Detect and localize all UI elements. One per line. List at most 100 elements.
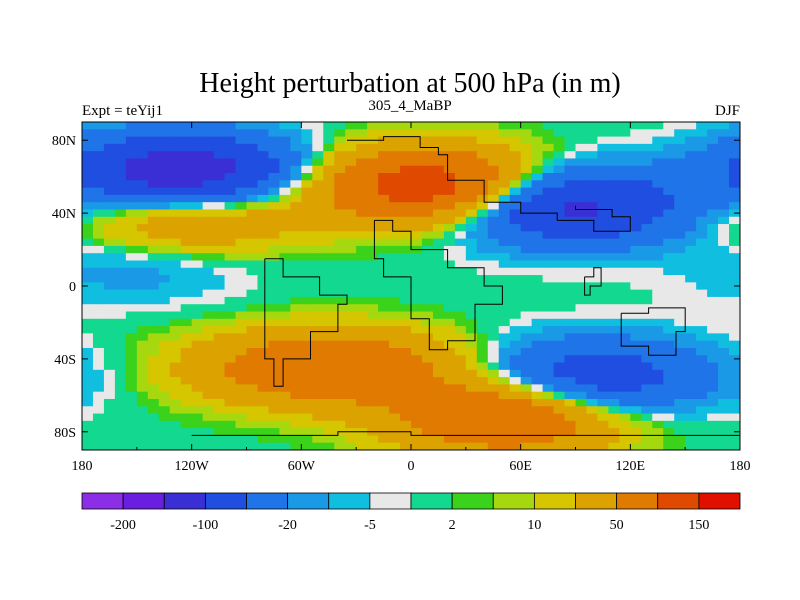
field-cell	[125, 260, 138, 269]
field-cell	[696, 275, 708, 283]
field-cell	[114, 398, 127, 407]
field-cell	[520, 253, 533, 262]
field-cell	[345, 129, 357, 138]
field-cell	[509, 369, 522, 378]
field-cell	[663, 216, 675, 225]
field-cell	[476, 231, 489, 240]
field-cell	[663, 311, 675, 320]
field-cell	[334, 340, 346, 349]
field-cell	[498, 245, 511, 254]
field-cell	[103, 340, 116, 349]
field-cell	[421, 209, 434, 218]
field-cell	[279, 202, 291, 211]
field-cell	[180, 377, 193, 385]
field-cell	[213, 173, 226, 181]
field-cell	[641, 333, 653, 342]
field-cell	[487, 318, 500, 327]
field-cell	[323, 435, 335, 444]
field-cell	[125, 187, 138, 196]
field-cell	[202, 442, 215, 450]
field-cell	[630, 260, 642, 269]
field-cell	[498, 158, 511, 167]
field-cell	[564, 231, 577, 240]
field-cell	[421, 369, 434, 378]
field-cell	[334, 355, 346, 364]
field-cell	[82, 377, 94, 385]
field-cell	[432, 282, 445, 291]
field-cell	[367, 347, 379, 356]
field-cell	[641, 216, 653, 225]
field-cell	[421, 318, 434, 327]
field-cell	[169, 340, 182, 349]
field-cell	[334, 398, 346, 407]
field-cell	[575, 187, 588, 196]
field-cell	[213, 326, 226, 334]
field-cell	[312, 209, 324, 218]
field-cell	[520, 311, 533, 320]
field-cell	[498, 398, 511, 407]
field-cell	[465, 143, 478, 152]
field-cell	[421, 362, 434, 371]
field-cell	[323, 143, 335, 152]
field-cell	[454, 311, 467, 320]
field-cell	[608, 224, 620, 232]
field-cell	[213, 194, 226, 203]
field-cell	[378, 435, 390, 444]
field-cell	[718, 194, 730, 203]
field-cell	[465, 420, 478, 429]
field-cell	[136, 158, 149, 167]
field-cell	[400, 260, 412, 269]
field-cell	[158, 180, 171, 189]
field-cell	[279, 428, 291, 437]
field-cell	[92, 304, 105, 313]
field-cell	[114, 136, 127, 145]
field-cell	[235, 406, 248, 415]
field-cell	[301, 377, 313, 385]
field-cell	[476, 136, 489, 145]
field-cell	[103, 413, 116, 422]
field-cell	[246, 129, 259, 138]
field-cell	[400, 151, 412, 160]
field-cell	[421, 267, 434, 276]
field-cell	[169, 216, 182, 225]
field-cell	[180, 180, 193, 189]
field-cell	[520, 289, 533, 298]
field-cell	[465, 216, 478, 225]
field-cell	[542, 187, 555, 196]
field-cell	[564, 406, 577, 415]
field-cell	[191, 420, 204, 429]
field-cell	[718, 143, 730, 152]
field-cell	[147, 260, 160, 269]
field-cell	[180, 369, 193, 378]
field-cell	[213, 333, 226, 342]
field-cell	[378, 180, 390, 189]
field-cell	[586, 275, 599, 283]
field-cell	[454, 362, 467, 371]
field-cell	[465, 267, 478, 276]
field-cell	[443, 369, 456, 378]
field-cell	[707, 202, 719, 211]
field-cell	[235, 209, 248, 218]
field-cell	[553, 442, 566, 450]
field-cell	[246, 340, 259, 349]
field-cell	[630, 406, 642, 415]
field-cell	[378, 187, 390, 196]
field-cell	[465, 289, 478, 298]
field-cell	[531, 384, 544, 393]
field-cell	[82, 216, 94, 225]
field-cell	[268, 384, 280, 393]
field-cell	[103, 260, 116, 269]
field-cell	[685, 420, 697, 429]
field-cell	[619, 377, 631, 385]
field-cell	[268, 406, 280, 415]
field-cell	[685, 158, 697, 167]
field-cell	[202, 238, 215, 247]
field-cell	[356, 180, 368, 189]
field-cell	[345, 216, 357, 225]
field-cell	[520, 391, 533, 400]
field-cell	[334, 311, 346, 320]
field-cell	[378, 304, 390, 313]
field-cell	[125, 377, 138, 385]
field-cell	[597, 369, 609, 378]
field-cell	[356, 391, 368, 400]
